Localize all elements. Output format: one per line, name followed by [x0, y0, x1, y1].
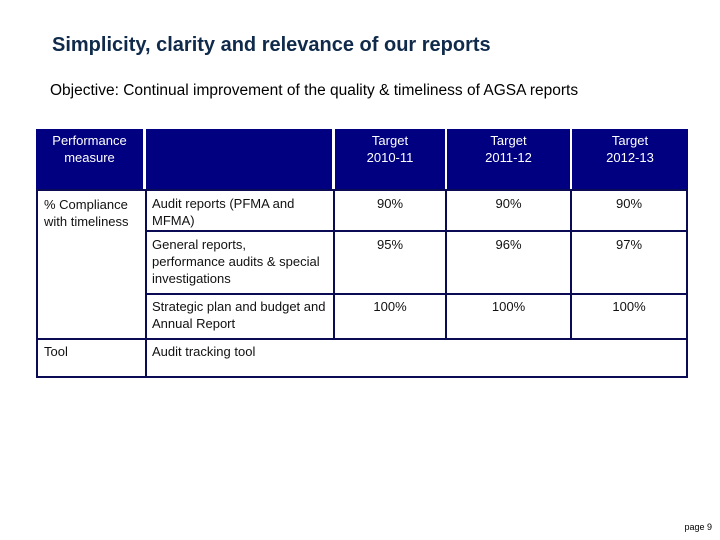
row-target-2012-13: 90% [615, 196, 643, 211]
row-target-2010-11: 90% [376, 196, 404, 211]
header-performance-measure-label: Performance measure [52, 133, 127, 165]
header-target-2010-11: Target 2010-11 [335, 129, 445, 189]
row-target-2011-12: 90% [495, 196, 522, 211]
tool-value: Audit tracking tool [152, 344, 256, 359]
column-divider [145, 191, 147, 376]
row-divider [147, 293, 686, 295]
column-divider [333, 191, 335, 338]
row-target-2012-13: 97% [615, 237, 643, 252]
page-number: page 9 [684, 522, 712, 532]
header-performance-measure: Performance measure [36, 129, 143, 189]
row-target-2011-12: 100% [491, 299, 526, 314]
objective-text: Objective: Continual improvement of the … [50, 82, 579, 99]
header-target-2011-12: Target 2011-12 [447, 129, 570, 189]
header-detail [146, 129, 332, 189]
row-target-2011-12: 96% [495, 237, 522, 252]
row-detail: Strategic plan and budget and Annual Rep… [152, 299, 326, 331]
row-target-2010-11: 100% [373, 299, 407, 314]
row-detail: Audit reports (PFMA and MFMA) [152, 196, 295, 228]
slide-title: Simplicity, clarity and relevance of our… [52, 34, 491, 56]
header-target-2012-13-label: Target 2012-13 [606, 133, 654, 165]
row-target-2010-11: 95% [376, 237, 404, 252]
group-label-compliance: % Compliance with timeliness [44, 197, 129, 229]
header-target-2011-12-label: Target 2011-12 [485, 133, 532, 165]
header-target-2010-11-label: Target 2010-11 [366, 133, 414, 165]
tool-label: Tool [44, 344, 68, 359]
header-target-2012-13: Target 2012-13 [572, 129, 688, 189]
column-divider [445, 191, 447, 338]
row-divider [147, 230, 686, 232]
column-divider [570, 191, 572, 338]
row-divider [38, 338, 686, 340]
table-header-row: Performance measure Target 2010-11 Targe… [36, 129, 688, 189]
table-body: % Compliance with timeliness Audit repor… [36, 189, 688, 378]
row-detail: General reports, performance audits & sp… [152, 237, 320, 286]
row-target-2012-13: 100% [612, 299, 646, 314]
